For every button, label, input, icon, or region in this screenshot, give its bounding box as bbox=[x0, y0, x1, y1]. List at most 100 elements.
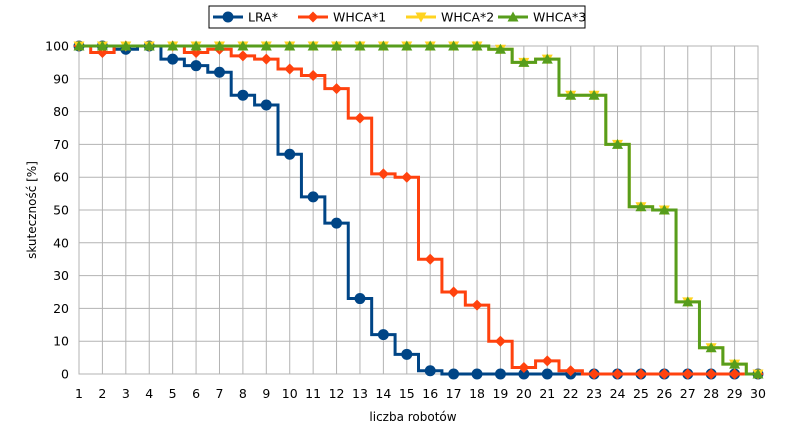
data-point bbox=[260, 99, 272, 111]
data-point bbox=[507, 11, 519, 22]
legend: LRA* WHCA*1 WHCA*2 WHCA*3 bbox=[208, 5, 586, 29]
data-point bbox=[307, 11, 319, 23]
data-point bbox=[448, 40, 460, 51]
data-point bbox=[377, 168, 389, 180]
x-tick-label: 9 bbox=[262, 386, 270, 401]
x-axis-ticks: 1 2 3 4 5 6 7 8 9 10 11 12 13 14 15 16 17 18 19 20 21 22 23 24 2… bbox=[75, 386, 766, 401]
y-tick-label: 100 bbox=[45, 39, 69, 54]
data-point bbox=[682, 296, 694, 307]
x-tick-label: 16 bbox=[422, 386, 438, 401]
legend-label: WHCA*3 bbox=[533, 10, 586, 25]
data-point bbox=[518, 368, 530, 380]
data-point bbox=[260, 40, 272, 51]
y-tick-label: 70 bbox=[53, 137, 69, 152]
legend-item: WHCA*3 bbox=[498, 10, 586, 25]
y-tick-label: 40 bbox=[53, 235, 69, 250]
data-point bbox=[401, 348, 413, 360]
data-point bbox=[331, 217, 343, 229]
data-point bbox=[307, 191, 319, 203]
data-point bbox=[354, 40, 366, 51]
x-tick-label: 17 bbox=[446, 386, 462, 401]
x-tick-label: 4 bbox=[145, 386, 153, 401]
x-tick-label: 24 bbox=[610, 386, 626, 401]
y-tick-label: 20 bbox=[53, 301, 69, 316]
data-point bbox=[471, 40, 483, 51]
x-tick-label: 12 bbox=[329, 386, 345, 401]
data-point bbox=[682, 368, 694, 380]
x-tick-label: 6 bbox=[192, 386, 200, 401]
data-point bbox=[377, 40, 389, 51]
data-point bbox=[401, 40, 413, 51]
data-point bbox=[565, 365, 577, 377]
x-tick-label: 30 bbox=[750, 386, 766, 401]
series-whca-3 bbox=[73, 40, 764, 379]
data-point bbox=[658, 204, 670, 215]
y-tick-label: 80 bbox=[53, 104, 69, 119]
y-tick-label: 60 bbox=[53, 170, 69, 185]
x-tick-label: 26 bbox=[656, 386, 672, 401]
data-point bbox=[354, 293, 366, 305]
data-point bbox=[448, 368, 460, 380]
data-point bbox=[354, 112, 366, 124]
x-tick-label: 10 bbox=[282, 386, 298, 401]
data-point bbox=[331, 83, 343, 95]
y-tick-label: 90 bbox=[53, 71, 69, 86]
x-tick-label: 19 bbox=[492, 386, 508, 401]
x-tick-label: 1 bbox=[75, 386, 83, 401]
data-point bbox=[752, 368, 764, 379]
data-point bbox=[518, 361, 530, 373]
data-point bbox=[143, 40, 155, 51]
x-axis-label: liczba robotów bbox=[369, 410, 456, 424]
series-line bbox=[79, 44, 758, 376]
data-point bbox=[729, 368, 741, 380]
legend-label: WHCA*2 bbox=[441, 10, 494, 25]
data-point bbox=[541, 53, 553, 64]
x-tick-label: 18 bbox=[469, 386, 485, 401]
data-point bbox=[658, 368, 670, 380]
x-tick-label: 7 bbox=[216, 386, 224, 401]
series-layer bbox=[73, 40, 764, 380]
x-tick-label: 13 bbox=[352, 386, 368, 401]
data-point bbox=[307, 70, 319, 82]
data-point bbox=[518, 56, 530, 67]
x-tick-label: 27 bbox=[680, 386, 696, 401]
data-point bbox=[284, 148, 296, 160]
x-tick-label: 2 bbox=[98, 386, 106, 401]
data-point bbox=[213, 66, 225, 78]
data-point bbox=[541, 368, 553, 380]
legend-label: LRA* bbox=[248, 10, 278, 25]
x-tick-label: 29 bbox=[727, 386, 743, 401]
data-point bbox=[377, 329, 389, 341]
x-tick-label: 21 bbox=[539, 386, 555, 401]
data-point bbox=[284, 40, 296, 51]
data-point bbox=[237, 89, 249, 101]
x-tick-label: 3 bbox=[122, 386, 130, 401]
y-tick-label: 30 bbox=[53, 268, 69, 283]
data-point bbox=[415, 12, 427, 23]
data-point bbox=[120, 40, 132, 51]
x-tick-label: 20 bbox=[516, 386, 532, 401]
legend-item: WHCA*1 bbox=[298, 10, 386, 25]
legend-item: LRA* bbox=[213, 10, 278, 25]
data-point bbox=[424, 365, 436, 377]
x-tick-label: 5 bbox=[169, 386, 177, 401]
legend-label: WHCA*1 bbox=[333, 10, 386, 25]
data-point bbox=[284, 63, 296, 75]
data-point bbox=[167, 40, 179, 51]
data-point bbox=[331, 40, 343, 51]
data-point bbox=[190, 40, 202, 51]
x-tick-label: 11 bbox=[305, 386, 321, 401]
data-point bbox=[237, 40, 249, 51]
data-point bbox=[424, 253, 436, 265]
data-point bbox=[635, 201, 647, 212]
y-tick-label: 10 bbox=[53, 334, 69, 349]
data-point bbox=[612, 138, 624, 149]
data-point bbox=[213, 40, 225, 51]
x-tick-label: 22 bbox=[563, 386, 579, 401]
data-point bbox=[612, 368, 624, 380]
data-point bbox=[448, 286, 460, 298]
data-point bbox=[635, 368, 647, 380]
data-point bbox=[237, 50, 249, 62]
data-point bbox=[424, 40, 436, 51]
data-point bbox=[588, 89, 600, 100]
